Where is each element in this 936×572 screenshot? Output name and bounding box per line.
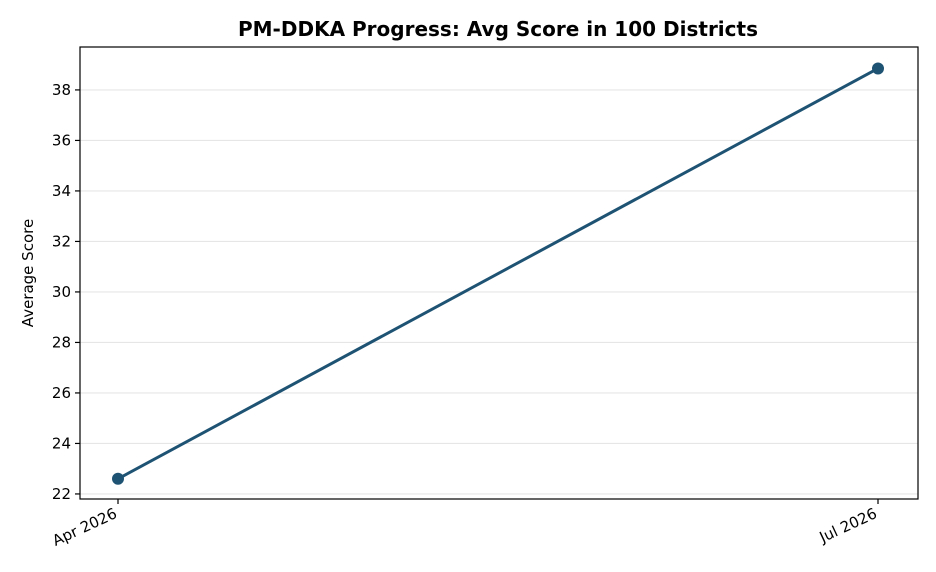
series-layer (112, 62, 884, 485)
series-line (117, 67, 879, 481)
x-tick-label: Apr 2026 (50, 504, 120, 549)
y-tick-label: 24 (52, 434, 71, 452)
y-tick-label: 36 (52, 131, 71, 149)
y-tick-label: 38 (52, 81, 71, 99)
y-tick-label: 22 (52, 485, 71, 503)
chart-title: PM-DDKA Progress: Avg Score in 100 Distr… (238, 17, 758, 41)
x-axis-ticks: Apr 2026 Jul 2026 (50, 499, 880, 550)
y-tick-label: 28 (52, 333, 71, 351)
data-point (112, 472, 124, 485)
gridlines (80, 89, 918, 495)
x-tick-label: Jul 2026 (816, 504, 880, 547)
plot-frame (79, 46, 919, 500)
y-tick-label: 26 (52, 384, 71, 402)
y-axis-label: Average Score (19, 219, 37, 327)
y-tick-label: 34 (52, 182, 71, 200)
y-axis-ticks: 22 24 26 28 30 32 34 36 38 (52, 81, 80, 503)
y-tick-label: 32 (52, 232, 71, 250)
data-point (872, 62, 884, 75)
y-tick-label: 30 (52, 283, 71, 301)
